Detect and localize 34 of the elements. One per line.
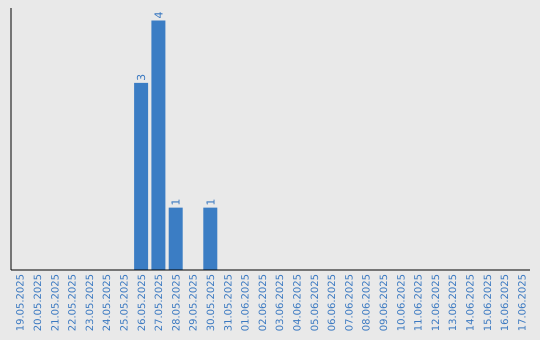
x-tick-label: 13.06.2025 — [448, 274, 460, 332]
x-tick-label: 05.06.2025 — [310, 274, 321, 332]
x-tick-label: 06.06.2025 — [327, 274, 338, 332]
x-tick-label: 15.06.2025 — [482, 274, 494, 332]
x-tick-label: 08.06.2025 — [362, 274, 373, 332]
x-tick-label: 07.06.2025 — [344, 274, 356, 332]
x-tick-label: 19.05.2025 — [16, 274, 27, 332]
x-tick-label: 27.05.2025 — [154, 274, 166, 332]
x-tick-label: 17.06.2025 — [517, 274, 528, 332]
data-label: 1 — [170, 198, 183, 206]
data-label: 1 — [204, 198, 218, 206]
x-tick-label: 11.06.2025 — [414, 274, 425, 332]
data-label: 3 — [135, 74, 148, 81]
x-tick-label: 22.05.2025 — [68, 274, 79, 332]
x-tick-label: 31.05.2025 — [223, 274, 234, 332]
x-tick-label: 10.06.2025 — [396, 274, 408, 332]
x-tick-label: 24.05.2025 — [102, 274, 114, 332]
x-tick-label: 04.06.2025 — [292, 274, 304, 332]
x-tick-label: 28.05.2025 — [171, 274, 182, 332]
x-tick-label: 02.06.2025 — [258, 274, 269, 332]
x-tick-label: 01.06.2025 — [240, 274, 252, 332]
x-tick-label: 03.06.2025 — [275, 274, 286, 332]
x-tick-label: 09.06.2025 — [378, 274, 390, 332]
x-tick-label: 20.05.2025 — [32, 274, 44, 332]
x-tick-label: 23.05.2025 — [84, 274, 96, 332]
data-label: 4 — [152, 11, 166, 18]
x-tick-label: 14.06.2025 — [465, 274, 476, 332]
x-tick-label: 16.06.2025 — [500, 274, 512, 332]
x-tick-label: 12.06.2025 — [430, 274, 442, 332]
x-tick-label: 29.05.2025 — [188, 274, 200, 332]
x-tick-label: 30.05.2025 — [206, 274, 217, 332]
x-tick-label: 25.05.2025 — [119, 274, 130, 332]
x-tick-label: 21.05.2025 — [50, 274, 62, 332]
x-tick-label: 26.05.2025 — [136, 274, 148, 332]
